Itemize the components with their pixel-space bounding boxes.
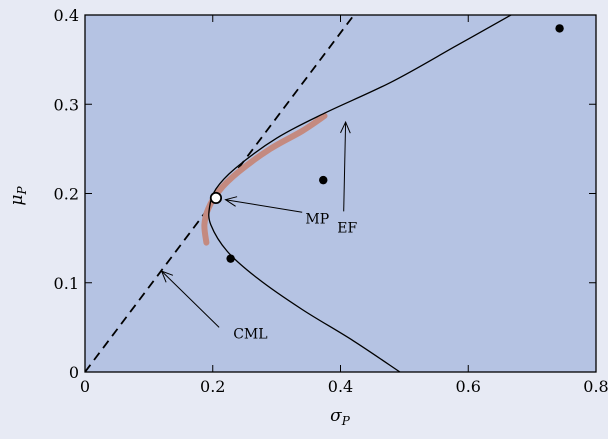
cml-arrow-line [161,270,220,328]
ef-arrow-head [340,120,351,134]
mp-annotation-label: MP [305,211,329,227]
asset-point [555,24,564,33]
asset-point [319,175,328,185]
y-tick-label: 0.1 [54,274,79,293]
y-tick-label: 0.4 [54,6,79,25]
points-layer [209,24,564,263]
axes-layer: 0 0.2 0.4 0.6 0.8 0 0.1 0.2 0.3 0.4 [54,6,608,396]
annotation-layer: EF MP CML [160,120,358,343]
ef-arrow-line [343,122,347,212]
y-tick-label: 0.2 [54,185,79,204]
cml-annotation-label: CML [233,327,267,343]
y-tick-label: 0 [69,363,79,382]
x-tick-label: 0.4 [328,377,353,396]
cml-arrow-head [160,270,174,283]
efficient-frontier-highlight [201,112,328,246]
x-tick-label: 0 [80,377,90,396]
y-axis-label: μP [7,186,29,206]
x-tick-label: 0.8 [583,377,608,396]
x-tick-label: 0.6 [456,377,481,396]
x-axis-label: σP [330,406,351,428]
ef-annotation-label: EF [337,220,357,236]
y-tick-label: 0.3 [54,95,79,114]
x-tick-label: 0.2 [200,377,225,396]
mp-arrow-line [225,199,303,213]
mp-arrow-head [224,196,238,207]
market-portfolio-point [209,191,223,205]
asset-point [226,254,235,263]
plot-frame [84,14,597,373]
plot-area [85,15,596,372]
